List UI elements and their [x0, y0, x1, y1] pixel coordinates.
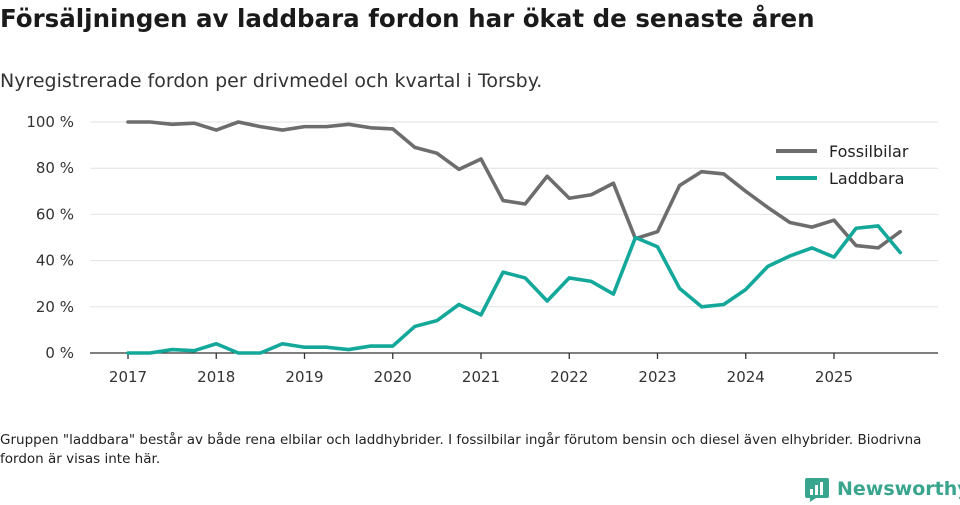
- series-line-fossilbilar: [126, 120, 902, 250]
- bar-chart-icon: [805, 478, 829, 502]
- x-tick-label: 2018: [197, 368, 235, 386]
- chart-title: Försäljningen av laddbara fordon har öka…: [0, 4, 815, 33]
- x-tick-label: 2021: [462, 368, 500, 386]
- y-tick-label: 100 %: [26, 113, 74, 131]
- legend-label-laddbara: Laddbara: [829, 169, 904, 188]
- x-tick-label: 2019: [285, 368, 323, 386]
- y-tick-label: 20 %: [36, 298, 74, 316]
- newsworthy-logo[interactable]: Newsworthy: [804, 475, 960, 503]
- x-tick-label: 2023: [638, 368, 676, 386]
- y-tick-label: 40 %: [36, 252, 74, 270]
- brand-name: Newsworthy: [837, 478, 960, 500]
- legend-label-fossilbilar: Fossilbilar: [829, 142, 909, 161]
- x-tick-label: 2017: [109, 368, 147, 386]
- series-line-laddbara: [126, 224, 902, 355]
- line-chart: 0 % 20 % 40 % 60 % 80 % 100 % 2017 2018 2019 2020…: [26, 113, 938, 386]
- y-tick-label: 0 %: [45, 344, 74, 362]
- x-tick-label: 2025: [815, 368, 853, 386]
- x-tick-label: 2022: [550, 368, 588, 386]
- x-tick-label: 2020: [374, 368, 412, 386]
- chart-footnote: Gruppen "laddbara" består av både rena e…: [0, 432, 922, 467]
- y-tick-label: 60 %: [36, 205, 74, 223]
- y-tick-label: 80 %: [36, 159, 74, 177]
- x-tick-label: 2024: [727, 368, 765, 386]
- chart-subtitle: Nyregistrerade fordon per drivmedel och …: [0, 70, 543, 92]
